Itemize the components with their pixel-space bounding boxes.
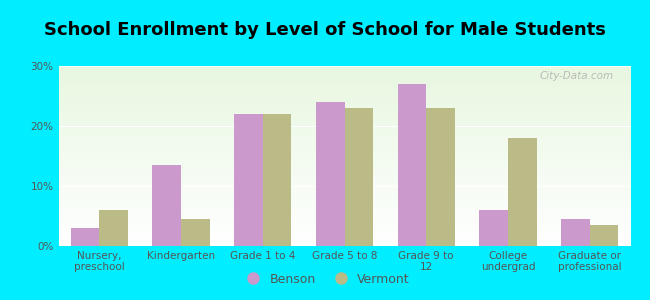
Bar	[263, 114, 291, 246]
Bar	[426, 108, 455, 246]
Bar	[234, 114, 263, 246]
Bar	[398, 84, 426, 246]
Bar	[153, 165, 181, 246]
Bar	[71, 228, 99, 246]
Bar	[316, 102, 344, 246]
Bar	[181, 219, 210, 246]
Text: City-Data.com: City-Data.com	[540, 71, 614, 81]
Bar	[479, 210, 508, 246]
Bar	[561, 219, 590, 246]
Bar	[99, 210, 128, 246]
Bar	[590, 225, 618, 246]
Bar	[508, 138, 536, 246]
Bar	[344, 108, 373, 246]
Legend: Benson, Vermont: Benson, Vermont	[235, 268, 415, 291]
Text: School Enrollment by Level of School for Male Students: School Enrollment by Level of School for…	[44, 21, 606, 39]
